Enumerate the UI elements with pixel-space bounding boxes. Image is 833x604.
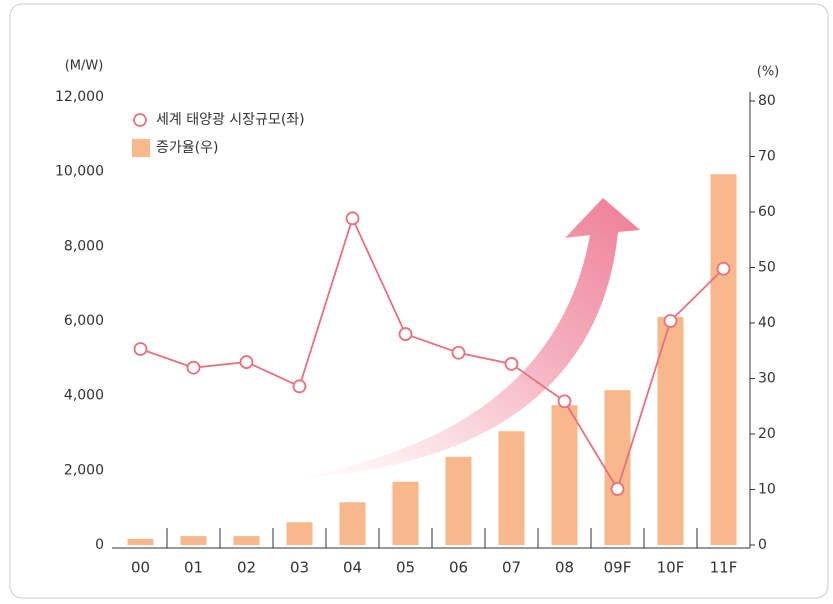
bar bbox=[657, 316, 684, 545]
point bbox=[292, 379, 307, 394]
y-tick-label: 12,000 bbox=[55, 89, 104, 105]
y-tick-label: 6,000 bbox=[64, 313, 104, 329]
x-tick-label: 02 bbox=[237, 559, 256, 577]
y2-axis-unit: (%) bbox=[757, 65, 780, 80]
x-tick-label: 08 bbox=[555, 559, 574, 577]
y-tick-label: 4,000 bbox=[64, 388, 104, 404]
bar bbox=[127, 538, 154, 545]
legend-line-marker bbox=[133, 113, 147, 127]
point bbox=[451, 345, 466, 360]
bar bbox=[392, 481, 419, 545]
point bbox=[398, 327, 413, 341]
point bbox=[239, 355, 254, 369]
x-tick-label: 09F bbox=[604, 559, 632, 577]
bar bbox=[498, 431, 525, 545]
bar bbox=[710, 174, 737, 545]
y2-tick-label: 0 bbox=[758, 537, 767, 553]
x-tick-label: 07 bbox=[502, 559, 521, 577]
bar bbox=[339, 502, 366, 545]
y2-tick-label: 60 bbox=[758, 204, 776, 220]
y2-tick-label: 10 bbox=[758, 482, 776, 498]
point bbox=[610, 482, 625, 496]
y2-tick-label: 30 bbox=[758, 371, 776, 387]
point bbox=[186, 360, 201, 375]
x-tick-label: 11F bbox=[710, 559, 738, 577]
y2-tick-label: 20 bbox=[758, 426, 776, 442]
x-tick-label: 05 bbox=[396, 559, 415, 577]
x-tick-label: 10F bbox=[657, 559, 685, 577]
bar bbox=[233, 536, 260, 545]
x-tick-label: 01 bbox=[184, 559, 203, 577]
x-tick-label: 00 bbox=[131, 559, 150, 577]
trend-arrow bbox=[295, 198, 640, 478]
y2-tick-label: 80 bbox=[758, 93, 776, 109]
legend: 세계 태양광 시장규모(좌) 증가율(우) bbox=[132, 112, 305, 157]
point bbox=[133, 342, 148, 356]
bar bbox=[445, 456, 472, 545]
point bbox=[345, 211, 360, 226]
y2-tick-label: 70 bbox=[758, 149, 776, 165]
point bbox=[716, 261, 731, 276]
bar bbox=[551, 405, 578, 545]
bar bbox=[180, 536, 207, 545]
line bbox=[140, 215, 725, 492]
y-tick-label: 0 bbox=[95, 537, 104, 553]
legend-bar-marker bbox=[132, 139, 150, 157]
legend-label: 증가율(우) bbox=[156, 140, 218, 156]
y-tick-label: 2,000 bbox=[64, 462, 104, 478]
y-axis-unit: (M/W) bbox=[65, 59, 104, 74]
bar bbox=[604, 390, 631, 545]
x-tick-label: 03 bbox=[290, 559, 309, 577]
frame bbox=[9, 3, 829, 599]
x-tick-label: 06 bbox=[449, 559, 468, 577]
y2-tick-label: 40 bbox=[758, 315, 776, 331]
y2-tick-label: 50 bbox=[758, 260, 776, 276]
point bbox=[663, 314, 678, 328]
point bbox=[557, 394, 572, 409]
legend-label: 세계 태양광 시장규모(좌) bbox=[156, 112, 305, 128]
x-tick-label: 04 bbox=[343, 559, 362, 577]
bar bbox=[286, 522, 313, 545]
point bbox=[504, 357, 519, 371]
y-tick-label: 10,000 bbox=[55, 164, 104, 180]
y-tick-label: 8,000 bbox=[64, 238, 104, 254]
